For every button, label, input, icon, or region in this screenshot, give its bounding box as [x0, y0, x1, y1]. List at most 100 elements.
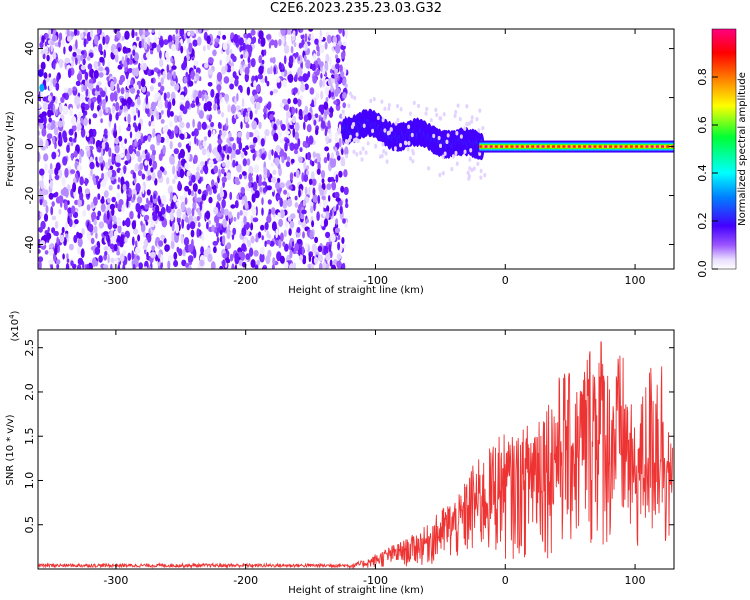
x-tick-label: -200 [233, 574, 258, 587]
noise-cell [80, 50, 85, 55]
noise-cell [40, 179, 44, 190]
carrier-peak [562, 145, 566, 148]
noise-cell [336, 253, 342, 261]
noise-cell [221, 111, 225, 118]
noise-cell [208, 196, 213, 204]
noise-cell [355, 132, 359, 137]
noise-cell [57, 120, 64, 128]
noise-cell [190, 103, 196, 108]
noise-cell [290, 213, 296, 220]
noise-cell [77, 111, 82, 120]
carrier-peak [635, 145, 639, 148]
x-tick-label: -300 [103, 274, 128, 287]
noise-cell [297, 98, 302, 107]
noise-cell [193, 154, 198, 164]
noise-cell [308, 33, 312, 39]
noise-cell [161, 194, 167, 205]
noise-cell [318, 262, 323, 269]
noise-cell [216, 212, 222, 218]
noise-cell [64, 221, 69, 230]
noise-cell [116, 83, 120, 92]
noise-cell [125, 217, 131, 228]
noise-cell [328, 195, 331, 202]
noise-cell [215, 92, 220, 100]
noise-cell [185, 71, 189, 78]
noise-cell [117, 47, 121, 52]
noise-cell [56, 259, 61, 265]
noise-cell [197, 36, 202, 46]
noise-cell [271, 186, 275, 193]
noise-cell [333, 206, 337, 212]
noise-cell [38, 130, 41, 136]
noise-cell [338, 137, 342, 148]
noise-cell [298, 42, 303, 49]
noise-cell [305, 242, 309, 251]
noise-cell [160, 234, 166, 240]
noise-cell [100, 147, 104, 157]
noise-cell [183, 45, 186, 51]
noise-cell [207, 253, 213, 263]
noise-cell [150, 144, 155, 151]
noise-cell [77, 164, 83, 172]
noise-cell [372, 96, 376, 102]
noise-cell [366, 141, 370, 146]
noise-cell [268, 208, 272, 215]
noise-cell [141, 38, 145, 49]
noise-cell [278, 131, 282, 138]
carrier-peak [489, 145, 493, 148]
noise-cell [158, 251, 161, 259]
noise-cell [112, 215, 117, 223]
noise-cell [226, 154, 230, 161]
noise-cell [338, 29, 343, 34]
noise-cell [408, 111, 412, 116]
noise-cell [259, 186, 263, 193]
noise-cell [64, 57, 70, 64]
noise-cell [263, 66, 266, 76]
noise-cell [146, 169, 151, 176]
noise-cell [329, 158, 336, 168]
noise-cell [48, 192, 54, 200]
colorbar-tick-label: 0.6 [696, 116, 709, 134]
noise-cell [220, 168, 225, 175]
noise-cell [257, 231, 262, 239]
noise-cell [58, 32, 63, 41]
noise-cell [112, 224, 118, 229]
noise-cell [179, 121, 185, 129]
noise-cell [290, 45, 294, 54]
noise-cell [342, 29, 345, 37]
noise-cell [124, 230, 130, 239]
noise-cell [381, 142, 385, 147]
noise-cell [216, 236, 220, 244]
noise-cell [293, 97, 298, 105]
noise-cell [164, 244, 170, 252]
noise-cell [223, 76, 230, 84]
noise-cell [329, 107, 334, 114]
noise-cell [303, 121, 306, 130]
noise-cell [266, 67, 272, 75]
noise-cell [127, 252, 132, 261]
noise-cell [158, 240, 164, 247]
noise-cell [222, 218, 227, 228]
noise-cell [298, 156, 303, 164]
noise-cell [319, 188, 325, 196]
noise-cell [325, 231, 331, 239]
noise-cell [76, 96, 80, 105]
noise-cell [425, 106, 429, 112]
noise-cell [170, 191, 173, 202]
noise-cell [196, 138, 199, 146]
noise-cell [171, 65, 177, 70]
noise-cell [250, 215, 254, 224]
noise-cell [342, 262, 346, 269]
carrier-peak [572, 145, 576, 148]
noise-cell [276, 77, 281, 83]
noise-cell [212, 49, 217, 57]
noise-cell [55, 82, 60, 91]
noise-cell [320, 73, 323, 79]
noise-cell [116, 192, 121, 200]
noise-cell [273, 66, 276, 75]
noise-cell [326, 183, 332, 191]
noise-cell [245, 51, 249, 59]
snr-line-area [38, 341, 674, 569]
noise-cell [157, 100, 163, 110]
noise-cell [138, 40, 143, 49]
